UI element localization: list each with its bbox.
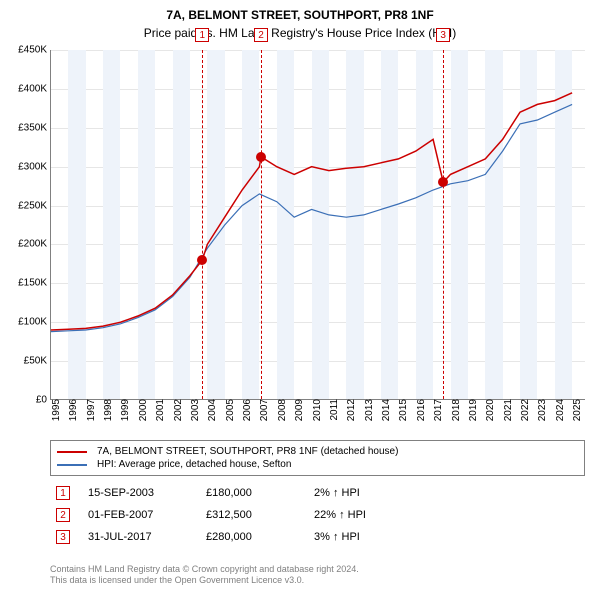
x-tick-label: 1997 bbox=[82, 399, 97, 421]
footer: Contains HM Land Registry data © Crown c… bbox=[50, 564, 359, 586]
x-tick-label: 2023 bbox=[533, 399, 548, 421]
chart-plot-area: £0£50K£100K£150K£200K£250K£300K£350K£400… bbox=[50, 50, 585, 400]
footer-line: Contains HM Land Registry data © Crown c… bbox=[50, 564, 359, 575]
event-price: £280,000 bbox=[206, 531, 296, 543]
price-marker bbox=[197, 255, 207, 265]
event-id: 2 bbox=[56, 508, 70, 522]
x-tick-label: 2008 bbox=[273, 399, 288, 421]
price-marker bbox=[438, 177, 448, 187]
x-tick-label: 1996 bbox=[64, 399, 79, 421]
legend: 7A, BELMONT STREET, SOUTHPORT, PR8 1NF (… bbox=[50, 440, 585, 476]
x-tick-label: 2003 bbox=[186, 399, 201, 421]
x-tick-label: 2009 bbox=[290, 399, 305, 421]
x-tick-label: 2004 bbox=[203, 399, 218, 421]
event-date: 31-JUL-2017 bbox=[88, 531, 188, 543]
reference-marker: 2 bbox=[254, 28, 268, 42]
event-pct: 22% ↑ HPI bbox=[314, 509, 414, 521]
event-date: 15-SEP-2003 bbox=[88, 487, 188, 499]
x-tick-label: 2002 bbox=[169, 399, 184, 421]
x-tick-label: 2001 bbox=[151, 399, 166, 421]
legend-item: 7A, BELMONT STREET, SOUTHPORT, PR8 1NF (… bbox=[57, 445, 578, 458]
x-tick-label: 2020 bbox=[481, 399, 496, 421]
y-tick-label: £300K bbox=[18, 161, 51, 172]
x-tick-label: 2018 bbox=[447, 399, 462, 421]
y-tick-label: £350K bbox=[18, 122, 51, 133]
event-pct: 2% ↑ HPI bbox=[314, 487, 414, 499]
x-tick-label: 2022 bbox=[516, 399, 531, 421]
footer-line: This data is licensed under the Open Gov… bbox=[50, 575, 359, 586]
event-id: 3 bbox=[56, 530, 70, 544]
x-tick-label: 2005 bbox=[221, 399, 236, 421]
y-tick-label: £100K bbox=[18, 317, 51, 328]
x-tick-label: 2017 bbox=[429, 399, 444, 421]
y-tick-label: £450K bbox=[18, 45, 51, 56]
chart-title: 7A, BELMONT STREET, SOUTHPORT, PR8 1NF bbox=[0, 0, 600, 24]
x-tick-label: 2012 bbox=[342, 399, 357, 421]
y-tick-label: £150K bbox=[18, 278, 51, 289]
x-tick-label: 2010 bbox=[308, 399, 323, 421]
event-row: 3 31-JUL-2017 £280,000 3% ↑ HPI bbox=[50, 526, 585, 548]
event-id: 1 bbox=[56, 486, 70, 500]
event-row: 1 15-SEP-2003 £180,000 2% ↑ HPI bbox=[50, 482, 585, 504]
x-tick-label: 2019 bbox=[464, 399, 479, 421]
x-tick-label: 1998 bbox=[99, 399, 114, 421]
legend-swatch bbox=[57, 464, 87, 466]
x-tick-label: 2015 bbox=[394, 399, 409, 421]
x-tick-label: 2014 bbox=[377, 399, 392, 421]
y-tick-label: £400K bbox=[18, 83, 51, 94]
event-date: 01-FEB-2007 bbox=[88, 509, 188, 521]
x-tick-label: 2007 bbox=[255, 399, 270, 421]
event-pct: 3% ↑ HPI bbox=[314, 531, 414, 543]
y-tick-label: £50K bbox=[24, 356, 51, 367]
legend-swatch bbox=[57, 451, 87, 453]
y-tick-label: £250K bbox=[18, 200, 51, 211]
y-tick-label: £200K bbox=[18, 239, 51, 250]
event-price: £312,500 bbox=[206, 509, 296, 521]
price-marker bbox=[256, 152, 266, 162]
chart-subtitle: Price paid vs. HM Land Registry's House … bbox=[0, 24, 600, 40]
legend-label: 7A, BELMONT STREET, SOUTHPORT, PR8 1NF (… bbox=[97, 446, 398, 457]
events-table: 1 15-SEP-2003 £180,000 2% ↑ HPI 2 01-FEB-2007… bbox=[50, 482, 585, 548]
x-tick-label: 1995 bbox=[47, 399, 62, 421]
x-tick-label: 2000 bbox=[134, 399, 149, 421]
event-price: £180,000 bbox=[206, 487, 296, 499]
legend-label: HPI: Average price, detached house, Seft… bbox=[97, 459, 291, 470]
reference-marker: 1 bbox=[195, 28, 209, 42]
x-tick-label: 2016 bbox=[412, 399, 427, 421]
x-tick-label: 2013 bbox=[360, 399, 375, 421]
x-tick-label: 2024 bbox=[551, 399, 566, 421]
legend-item: HPI: Average price, detached house, Seft… bbox=[57, 458, 578, 471]
x-tick-label: 2011 bbox=[325, 399, 340, 421]
reference-marker: 3 bbox=[436, 28, 450, 42]
series-svg bbox=[51, 50, 585, 399]
x-tick-label: 2006 bbox=[238, 399, 253, 421]
x-tick-label: 1999 bbox=[116, 399, 131, 421]
event-row: 2 01-FEB-2007 £312,500 22% ↑ HPI bbox=[50, 504, 585, 526]
x-tick-label: 2025 bbox=[568, 399, 583, 421]
x-tick-label: 2021 bbox=[499, 399, 514, 421]
